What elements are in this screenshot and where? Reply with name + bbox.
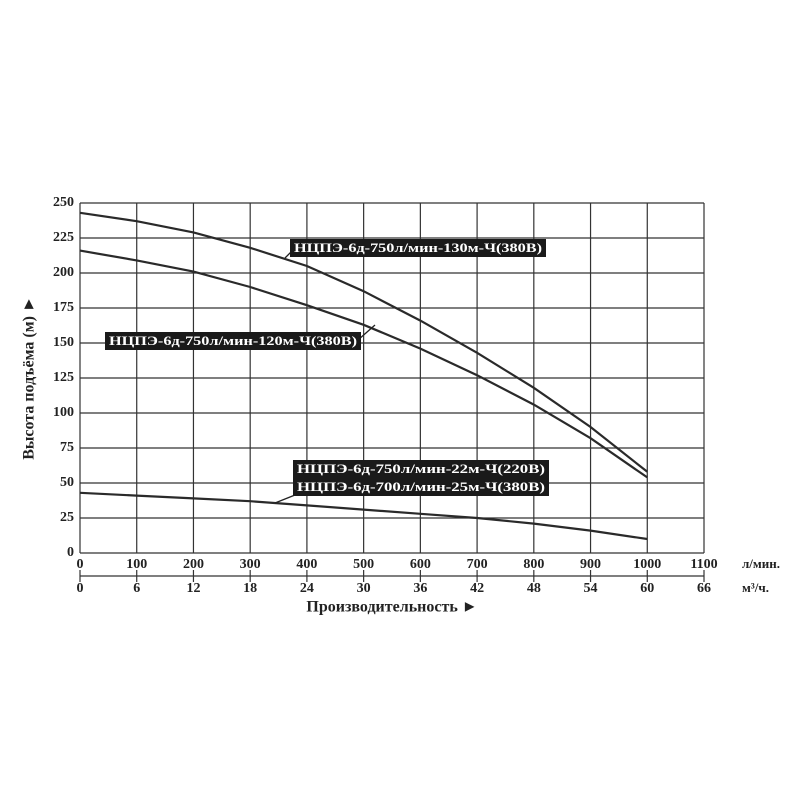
x2-tick-label: 48: [527, 581, 541, 596]
x-tick-label: 1000: [633, 557, 661, 572]
y-tick-label: 150: [53, 335, 74, 350]
y-tick-label: 50: [60, 475, 74, 490]
x2-tick-label: 24: [300, 581, 314, 596]
x2-tick-label: 60: [640, 581, 654, 596]
y-tick-label: 25: [60, 510, 74, 525]
y-tick-label: 200: [53, 265, 74, 280]
label-box: [105, 332, 361, 350]
x-tick-label: 1100: [690, 557, 717, 572]
y-tick-label: 225: [53, 230, 74, 245]
y-axis-label: Высота подъёма (м) ►: [21, 296, 38, 460]
y-tick-label: 250: [53, 195, 74, 210]
series-label: НЦПЭ-6д-700л/мин-25м-Ч(380В): [297, 479, 545, 494]
x2-tick-label: 42: [470, 581, 484, 596]
leader-line: [274, 494, 296, 504]
x-tick-label: 400: [296, 557, 317, 572]
x2-tick-label: 6: [133, 581, 140, 596]
x2-tick-label: 12: [186, 581, 200, 596]
x-tick-label: 100: [126, 557, 147, 572]
x-tick-label: 800: [523, 557, 544, 572]
x2-tick-label: 18: [243, 581, 257, 596]
x2-tick-label: 0: [77, 581, 84, 596]
y-tick-label: 0: [67, 545, 74, 560]
x-tick-label: 300: [240, 557, 261, 572]
x-tick-label: 900: [580, 557, 601, 572]
series-label: НЦПЭ-6д-750л/мин-22м-Ч(220В): [297, 461, 545, 476]
curve: [79, 491, 648, 541]
x-tick-label: 0: [77, 557, 84, 572]
x2-tick-label: 30: [357, 581, 371, 596]
label-box: [290, 239, 546, 257]
x-tick-label: 500: [353, 557, 374, 572]
curve: [79, 211, 648, 473]
label-box: [293, 478, 549, 496]
y-tick-label: 75: [60, 440, 74, 455]
series-label: НЦПЭ-6д-750л/мин-130м-Ч(380В): [294, 240, 542, 255]
y-tick-label: 125: [53, 370, 74, 385]
y-tick-label: 175: [53, 300, 74, 315]
x-tick-label: 200: [183, 557, 204, 572]
x2-tick-label: 66: [697, 581, 711, 596]
label-box: [293, 460, 549, 478]
x-axis-label: Производительность ►: [306, 599, 477, 616]
x2-tick-label: 54: [584, 581, 598, 596]
x-tick-label: 600: [410, 557, 431, 572]
series-label: НЦПЭ-6д-750л/мин-120м-Ч(380В): [109, 333, 357, 348]
x-tick-label: 700: [467, 557, 488, 572]
curve: [79, 249, 648, 479]
x2-unit: м³/ч.: [742, 580, 769, 595]
y-tick-label: 100: [53, 405, 74, 420]
x2-tick-label: 36: [413, 581, 427, 596]
x-unit: л/мин.: [742, 556, 780, 571]
